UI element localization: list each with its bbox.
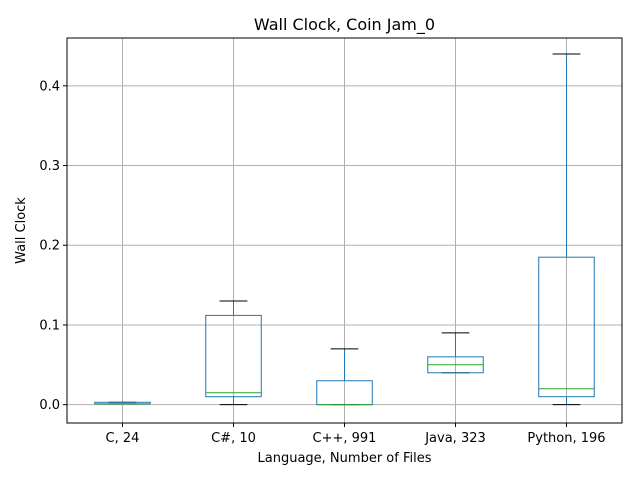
box-3 xyxy=(427,332,484,374)
y-tick-label: 0.2 xyxy=(39,239,60,254)
x-tick-label: C, 24 xyxy=(106,431,140,446)
x-tick-label: Java, 323 xyxy=(424,431,486,446)
box-4 xyxy=(538,53,595,406)
box-1 xyxy=(205,300,262,406)
y-tick-label: 0.3 xyxy=(39,159,60,174)
y-tick-label: 0.0 xyxy=(39,398,60,413)
grid-layer xyxy=(67,38,622,423)
chart-title: Wall Clock, Coin Jam_0 xyxy=(254,15,435,35)
x-tick-label: C#, 10 xyxy=(211,431,256,446)
box-2 xyxy=(316,348,373,406)
x-tick-label: Python, 196 xyxy=(527,431,605,446)
box-0 xyxy=(94,401,151,405)
tick-layer: 0.0 0.1 0.2 0.3 0.4 C, 24 C#, 10 C++, 991 Java, … xyxy=(39,79,605,446)
x-axis-label: Language, Number of Files xyxy=(258,451,432,466)
y-tick-label: 0.4 xyxy=(39,79,60,94)
y-tick-label: 0.1 xyxy=(39,318,60,333)
box-layer xyxy=(94,53,595,406)
x-tick-label: C++, 991 xyxy=(313,431,377,446)
box-iqr xyxy=(205,314,262,398)
box-iqr xyxy=(538,256,595,398)
y-axis-label: Wall Clock xyxy=(14,197,29,264)
